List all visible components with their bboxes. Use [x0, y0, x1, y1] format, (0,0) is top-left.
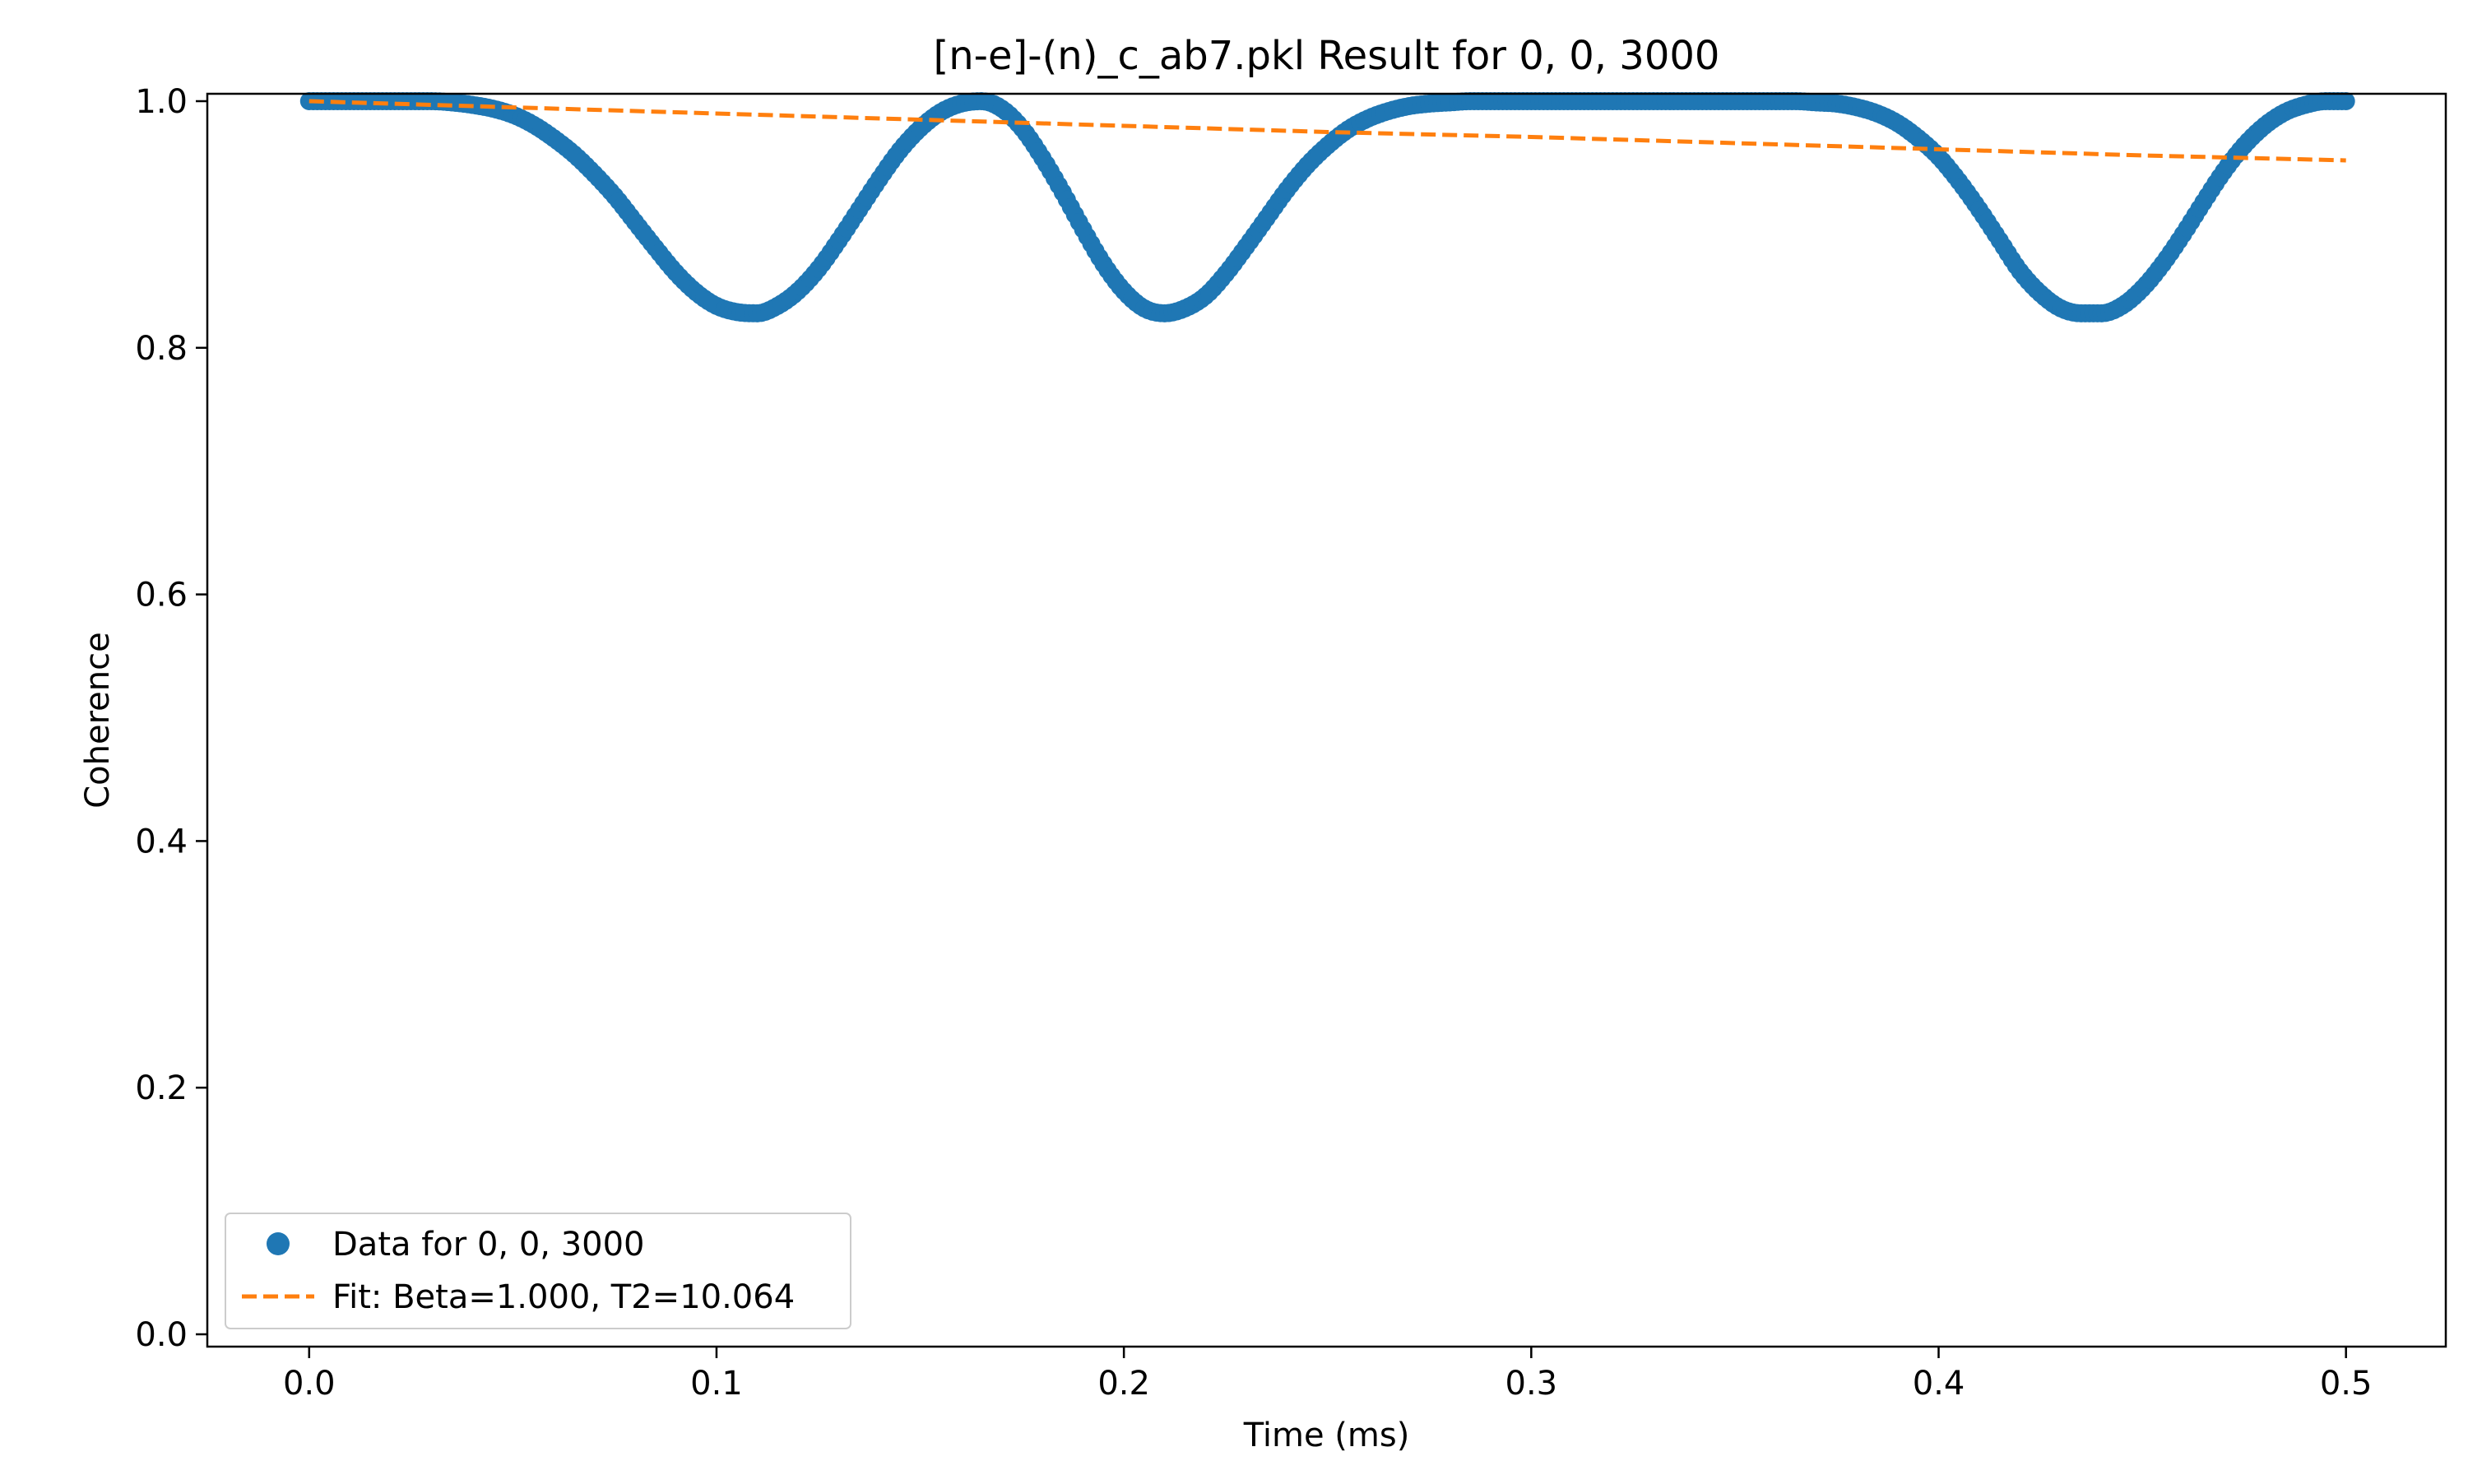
axes-frame — [206, 92, 2447, 1348]
y-axis-label: Coherence — [79, 632, 117, 809]
legend: Data for 0, 0, 3000 Fit: Beta=1.000, T2=… — [225, 1213, 851, 1329]
y-axis-ticks: 0.0 0.2 0.4 0.6 0.8 1.0 — [135, 83, 207, 1354]
data-layer — [299, 91, 2355, 322]
legend-box — [225, 1213, 851, 1329]
y-tick-label: 0.6 — [135, 577, 188, 614]
x-tick-label: 0.4 — [1913, 1365, 1965, 1403]
data-point — [2336, 91, 2355, 110]
x-tick-label: 0.2 — [1097, 1365, 1150, 1403]
fit-line — [308, 99, 2346, 163]
x-tick-label: 0.0 — [283, 1365, 336, 1403]
x-tick-label: 0.5 — [2320, 1365, 2373, 1403]
y-tick-label: 0.0 — [135, 1316, 188, 1354]
legend-label-data: Data for 0, 0, 3000 — [332, 1226, 645, 1264]
series-0 — [299, 91, 2355, 322]
y-tick-label: 0.4 — [135, 823, 188, 860]
x-axis-ticks: 0.0 0.1 0.2 0.3 0.4 0.5 — [283, 1347, 2373, 1403]
y-tick-label: 0.8 — [135, 330, 188, 368]
y-tick-label: 0.2 — [135, 1069, 188, 1107]
y-tick-label: 1.0 — [135, 83, 188, 121]
series-1 — [308, 99, 2346, 163]
x-axis-label: Time (ms) — [1243, 1417, 1410, 1454]
x-tick-label: 0.1 — [690, 1365, 743, 1403]
chart-title: [n-e]-(n)_c_ab7.pkl Result for 0, 0, 300… — [934, 33, 1720, 79]
legend-marker-data — [267, 1232, 290, 1255]
x-tick-label: 0.3 — [1505, 1365, 1558, 1403]
legend-label-fit: Fit: Beta=1.000, T2=10.064 — [332, 1278, 795, 1316]
